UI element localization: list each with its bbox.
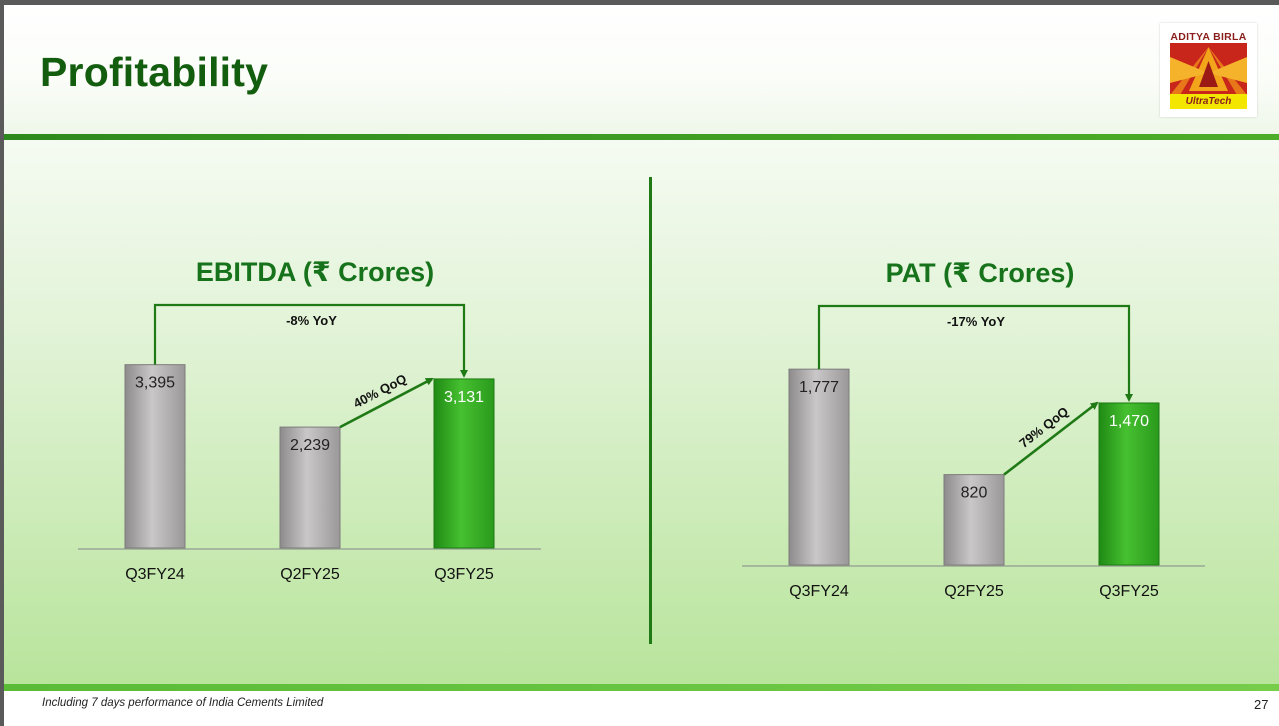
yoy-arrow bbox=[153, 303, 468, 378]
category-label: Q3FY24 bbox=[789, 583, 849, 600]
header-band bbox=[4, 5, 1279, 136]
category-label: Q3FY25 bbox=[1099, 583, 1159, 600]
value-label: 1,470 bbox=[1109, 413, 1149, 430]
category-label: Q2FY25 bbox=[944, 583, 1004, 600]
qoq-arrow bbox=[339, 377, 434, 429]
value-label: 820 bbox=[961, 485, 988, 502]
value-label: 1,777 bbox=[799, 379, 839, 396]
bar-q3fy24 bbox=[788, 368, 850, 566]
bar-q2fy25 bbox=[943, 474, 1005, 566]
logo-brand-text: ADITYA BIRLA bbox=[1170, 31, 1247, 43]
content-background bbox=[4, 140, 1279, 686]
company-logo: ADITYA BIRLA UltraTech bbox=[1160, 23, 1257, 117]
yoy-label: -8% YoY bbox=[286, 313, 337, 328]
pat-panel: PAT (₹ Crores) 1,777 Q3FY24 820 Q2FY25 1,470 Q… bbox=[4, 140, 1279, 686]
logo-sub-text: UltraTech bbox=[1170, 94, 1247, 109]
ebitda-chart: EBITDA (₹ Crores) 3,395 Q3FY24 2,239 Q2FY25 3… bbox=[78, 257, 541, 583]
category-label: Q3FY24 bbox=[125, 566, 185, 583]
footer-band bbox=[4, 691, 1279, 726]
page-title: Profitability bbox=[40, 49, 269, 95]
footer-rule bbox=[4, 684, 1279, 691]
yoy-label: -17% YoY bbox=[947, 314, 1005, 329]
category-label: Q2FY25 bbox=[280, 566, 340, 583]
value-label: 2,239 bbox=[290, 437, 330, 454]
yoy-arrow bbox=[817, 304, 1133, 402]
ebitda-panel: EBITDA (₹ Crores) 3,395 Q3FY24 2,239 Q2FY25 3… bbox=[4, 140, 1279, 686]
bar-q2fy25 bbox=[279, 426, 341, 549]
value-label: 3,395 bbox=[135, 375, 175, 392]
panel-divider bbox=[649, 177, 652, 644]
chart-title: PAT (₹ Crores) bbox=[886, 258, 1075, 288]
bar-q3fy24 bbox=[124, 364, 186, 549]
bar-q3fy25 bbox=[433, 378, 495, 549]
page-number: 27 bbox=[1254, 697, 1269, 712]
logo-sun-icon bbox=[1170, 43, 1247, 95]
header-rule bbox=[4, 134, 1279, 140]
bar-q3fy25 bbox=[1098, 402, 1160, 566]
slide: Profitability ADITYA BIRLA UltraTech EBI… bbox=[4, 5, 1279, 726]
footnote: Including 7 days performance of India Ce… bbox=[42, 697, 324, 709]
pat-chart: PAT (₹ Crores) 1,777 Q3FY24 820 Q2FY25 1,470 Q… bbox=[742, 258, 1205, 600]
category-label: Q3FY25 bbox=[434, 566, 494, 583]
value-label: 3,131 bbox=[444, 389, 484, 406]
chart-title: EBITDA (₹ Crores) bbox=[196, 257, 434, 287]
qoq-arrow bbox=[1003, 401, 1099, 476]
